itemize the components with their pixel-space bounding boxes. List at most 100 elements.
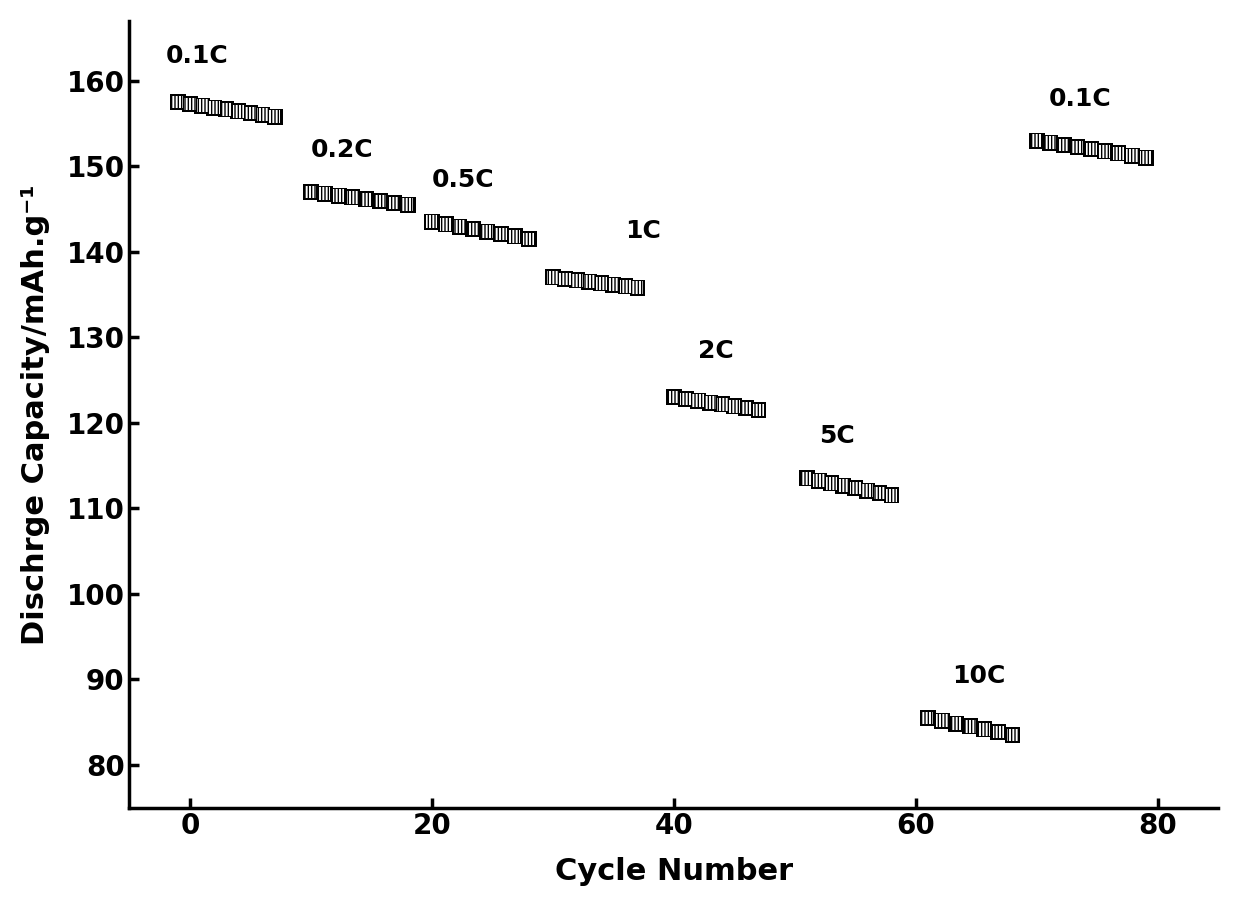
Bar: [1069, 139, 1085, 155]
Bar: [753, 404, 764, 416]
Bar: [482, 225, 493, 238]
Bar: [545, 269, 561, 286]
Bar: [948, 716, 964, 732]
X-axis label: Cycle Number: Cycle Number: [555, 857, 793, 886]
Bar: [799, 471, 815, 486]
Bar: [629, 279, 646, 296]
Bar: [1044, 136, 1056, 149]
Bar: [990, 724, 1006, 740]
Bar: [581, 274, 597, 290]
Bar: [305, 186, 316, 199]
Bar: [233, 105, 244, 118]
Bar: [182, 96, 198, 112]
Bar: [802, 472, 813, 484]
Bar: [665, 389, 681, 405]
Bar: [965, 720, 976, 733]
Text: 5C: 5C: [819, 424, 855, 448]
Bar: [963, 718, 978, 735]
Bar: [919, 710, 935, 726]
Bar: [814, 474, 824, 487]
Bar: [560, 272, 570, 285]
Bar: [934, 713, 950, 728]
Bar: [873, 487, 885, 500]
Bar: [705, 396, 716, 409]
Text: 10C: 10C: [952, 664, 1005, 688]
Bar: [520, 231, 536, 247]
Bar: [333, 190, 344, 202]
Bar: [317, 186, 333, 201]
Bar: [632, 281, 643, 294]
Bar: [374, 195, 385, 208]
Bar: [170, 94, 186, 110]
Bar: [1126, 149, 1137, 161]
Bar: [812, 473, 826, 489]
Bar: [847, 480, 864, 496]
Bar: [693, 395, 704, 407]
Bar: [680, 393, 691, 405]
Bar: [304, 184, 318, 200]
Bar: [992, 726, 1004, 738]
Bar: [185, 98, 196, 111]
Bar: [1097, 143, 1113, 160]
Bar: [400, 197, 415, 213]
Bar: [715, 396, 730, 413]
Y-axis label: Dischrge Capacity/mAh.g⁻¹: Dischrge Capacity/mAh.g⁻¹: [21, 184, 50, 645]
Bar: [835, 478, 851, 493]
Bar: [883, 487, 900, 503]
Text: 0.1C: 0.1C: [166, 44, 228, 68]
Text: 0.2C: 0.2C: [311, 138, 373, 162]
Bar: [358, 191, 374, 207]
Bar: [751, 402, 767, 418]
Bar: [1083, 141, 1099, 157]
Bar: [617, 278, 633, 294]
Text: 0.1C: 0.1C: [1049, 87, 1111, 111]
Bar: [729, 400, 740, 413]
Bar: [678, 391, 694, 407]
Bar: [266, 109, 282, 124]
Bar: [825, 477, 836, 490]
Bar: [596, 277, 607, 289]
Bar: [320, 188, 331, 200]
Bar: [584, 276, 595, 288]
Bar: [452, 219, 467, 235]
Bar: [850, 482, 861, 494]
Bar: [245, 107, 256, 120]
Bar: [230, 103, 247, 119]
Bar: [548, 271, 559, 284]
Bar: [838, 480, 849, 492]
Bar: [1113, 147, 1124, 160]
Bar: [690, 393, 706, 409]
Bar: [221, 103, 232, 116]
Bar: [620, 280, 631, 293]
Bar: [218, 102, 234, 117]
Bar: [738, 400, 755, 416]
Bar: [507, 229, 523, 245]
Bar: [1110, 145, 1126, 161]
Bar: [726, 398, 742, 414]
Bar: [950, 717, 961, 730]
Bar: [558, 271, 572, 287]
Bar: [1031, 134, 1042, 147]
Bar: [608, 278, 620, 291]
Bar: [741, 402, 752, 414]
Bar: [387, 195, 401, 211]
Bar: [479, 223, 496, 239]
Bar: [468, 223, 479, 236]
Text: 2C: 2C: [698, 339, 733, 363]
Bar: [509, 230, 520, 243]
Bar: [437, 216, 453, 232]
Bar: [426, 216, 437, 229]
Bar: [1137, 150, 1154, 166]
Bar: [703, 395, 719, 411]
Bar: [976, 721, 992, 737]
Bar: [937, 715, 948, 727]
Bar: [344, 190, 361, 205]
Bar: [453, 220, 465, 233]
Bar: [668, 391, 679, 404]
Bar: [886, 489, 897, 502]
Bar: [1042, 134, 1058, 151]
Bar: [424, 214, 440, 229]
Bar: [606, 277, 621, 293]
Bar: [372, 193, 388, 209]
Bar: [493, 226, 509, 242]
